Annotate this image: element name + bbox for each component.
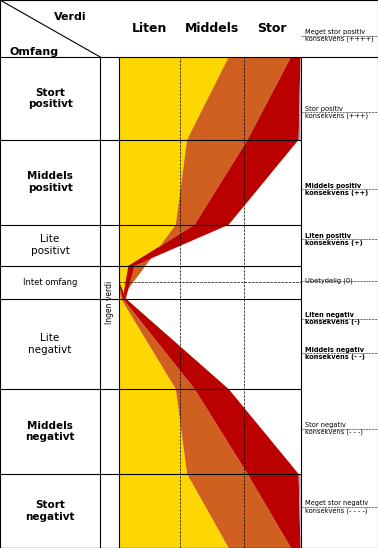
Text: Middels
negativt: Middels negativt [25, 421, 75, 442]
Text: Liten positiv
konsekvens (+): Liten positiv konsekvens (+) [305, 233, 363, 246]
Text: Lite
positivt: Lite positivt [31, 235, 70, 256]
Text: Liten negativ
konsekvens (-): Liten negativ konsekvens (-) [305, 312, 360, 326]
Text: Stort
positivt: Stort positivt [28, 88, 73, 109]
Text: Middels: Middels [184, 22, 239, 35]
Text: Meget stor positiv
konsekvens (++++): Meget stor positiv konsekvens (++++) [305, 29, 374, 42]
Text: Meget stor negativ
konsekvens (- - - -): Meget stor negativ konsekvens (- - - -) [305, 500, 368, 513]
Text: Verdi: Verdi [54, 12, 86, 22]
Polygon shape [119, 57, 301, 299]
Polygon shape [299, 57, 301, 140]
Text: Stor: Stor [257, 22, 287, 35]
Text: Stor positiv
konsekvens (+++): Stor positiv konsekvens (+++) [305, 106, 368, 119]
Polygon shape [119, 282, 229, 548]
Polygon shape [119, 57, 291, 299]
Text: Omfang: Omfang [9, 47, 59, 56]
Text: Middels
positivt: Middels positivt [27, 172, 73, 193]
Polygon shape [299, 474, 301, 548]
Polygon shape [119, 282, 301, 548]
Text: Middels positiv
konsekvens (++): Middels positiv konsekvens (++) [305, 182, 368, 196]
Text: Intet omfang: Intet omfang [23, 278, 77, 287]
Text: Middels negativ
konsekvens (- -): Middels negativ konsekvens (- -) [305, 347, 365, 360]
Polygon shape [119, 282, 291, 548]
Text: Stort
negativt: Stort negativt [25, 500, 75, 522]
Text: Stor negativ
konsekvens (- - -): Stor negativ konsekvens (- - -) [305, 422, 363, 435]
Text: Ingen verdi: Ingen verdi [105, 281, 114, 324]
Bar [100, 57, 301, 548]
Text: Liten: Liten [132, 22, 167, 35]
Text: Ubetydelig (0): Ubetydelig (0) [305, 278, 353, 284]
Polygon shape [119, 57, 229, 299]
Text: Lite
negativt: Lite negativt [28, 333, 72, 355]
